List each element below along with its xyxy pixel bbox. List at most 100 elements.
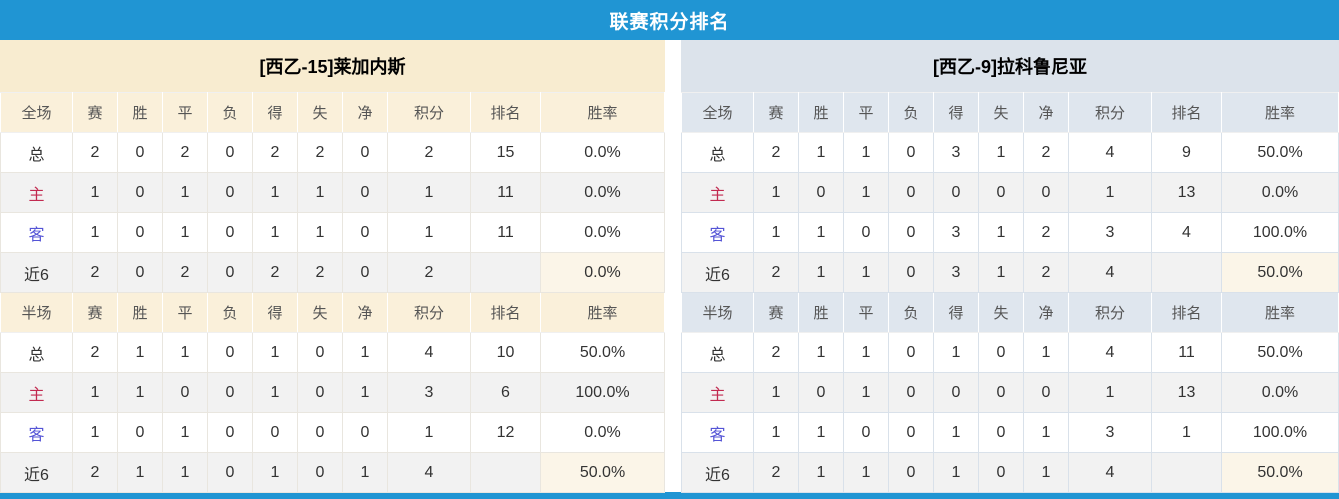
stat-cell: 1 xyxy=(72,212,118,253)
stat-cell: 1 xyxy=(162,332,208,373)
stat-cell: 0 xyxy=(978,412,1024,453)
rate-cell: 0.0% xyxy=(1221,172,1339,213)
rate-cell: 0.0% xyxy=(540,212,665,253)
stat-cell: 0 xyxy=(888,252,934,293)
points-cell: 4 xyxy=(1068,252,1152,293)
points-cell: 4 xyxy=(387,332,471,373)
stat-cell: 1 xyxy=(978,252,1024,293)
points-cell: 4 xyxy=(1068,132,1152,173)
stat-cell: 0 xyxy=(1023,372,1069,413)
stat-cell: 2 xyxy=(1023,252,1069,293)
column-header-rate: 胜率 xyxy=(1221,292,1339,333)
stat-cell: 2 xyxy=(753,132,799,173)
stat-cell: 1 xyxy=(843,172,889,213)
stat-cell: 0 xyxy=(207,452,253,493)
points-cell: 1 xyxy=(1068,372,1152,413)
points-cell: 3 xyxy=(1068,212,1152,253)
rate-cell: 100.0% xyxy=(540,372,665,413)
row-label: 客 xyxy=(0,412,73,453)
column-header-rank: 排名 xyxy=(1151,292,1222,333)
stat-cell: 0 xyxy=(252,412,298,453)
stat-cell: 1 xyxy=(798,452,844,493)
rank-cell: 4 xyxy=(1151,212,1222,253)
column-header-3: 负 xyxy=(888,292,934,333)
stat-cell: 0 xyxy=(297,452,343,493)
column-header-5: 失 xyxy=(297,292,343,333)
column-header-0: 赛 xyxy=(753,292,799,333)
column-header-3: 负 xyxy=(207,92,253,133)
column-header-5: 失 xyxy=(297,92,343,133)
column-header-4: 得 xyxy=(933,292,979,333)
stat-cell: 0 xyxy=(297,332,343,373)
stat-cell: 1 xyxy=(843,132,889,173)
stat-cell: 0 xyxy=(798,372,844,413)
column-header-6: 净 xyxy=(342,292,388,333)
stat-cell: 3 xyxy=(933,252,979,293)
stats-row-away: 客 1 0 1 0 1 1 0 1 11 0.0% xyxy=(0,212,665,253)
stat-cell: 0 xyxy=(117,212,163,253)
column-header-4: 得 xyxy=(933,92,979,133)
row-label: 主 xyxy=(0,172,73,213)
stats-row-recent6: 近6 2 1 1 0 1 0 1 4 50.0% xyxy=(681,452,1339,493)
rate-cell: 0.0% xyxy=(540,172,665,213)
row-label: 近6 xyxy=(681,452,754,493)
stat-cell: 1 xyxy=(162,172,208,213)
stat-cell: 1 xyxy=(978,132,1024,173)
stat-cell: 0 xyxy=(117,252,163,293)
column-header-6: 净 xyxy=(1023,92,1069,133)
stats-table: 全场赛胜平负得失净积分 排名 胜率总 2 1 1 0 3 1 2 4 9 50.0% 主 1 0 1 0 0 0 0 1 1… xyxy=(681,92,1339,493)
stat-cell: 0 xyxy=(207,172,253,213)
section-header-row: 全场赛胜平负得失净积分 排名 胜率 xyxy=(0,92,665,133)
rate-cell: 0.0% xyxy=(540,252,665,293)
stat-cell: 1 xyxy=(252,332,298,373)
stat-cell: 0 xyxy=(888,212,934,253)
team-table-left: [西乙-15]莱加内斯 全场赛胜平负得失净积分 排名 胜率总 2 0 2 0 2 2 0 2 15 0.0… xyxy=(0,40,665,493)
column-header-2: 平 xyxy=(843,292,889,333)
table-body: 全场赛胜平负得失净积分 排名 胜率总 2 0 2 0 2 2 0 2 15 0.0% 主 1 0 1 0 1 1 0 1 1… xyxy=(0,92,665,493)
stat-cell: 1 xyxy=(978,212,1024,253)
row-label: 主 xyxy=(681,172,754,213)
stats-row-recent6: 近6 2 0 2 0 2 2 0 2 0.0% xyxy=(0,252,665,293)
rate-cell: 0.0% xyxy=(1221,372,1339,413)
stat-cell: 2 xyxy=(297,132,343,173)
stat-cell: 2 xyxy=(72,332,118,373)
stat-cell: 0 xyxy=(798,172,844,213)
stat-cell: 1 xyxy=(117,332,163,373)
column-header-0: 赛 xyxy=(72,292,118,333)
stat-cell: 1 xyxy=(72,412,118,453)
panel-title-bar: 联赛积分排名 xyxy=(0,0,1339,40)
column-header-4: 得 xyxy=(252,92,298,133)
stat-cell: 1 xyxy=(72,372,118,413)
row-label: 客 xyxy=(0,212,73,253)
column-header-rank: 排名 xyxy=(470,92,541,133)
rank-cell: 9 xyxy=(1151,132,1222,173)
stat-cell: 0 xyxy=(162,372,208,413)
stat-cell: 1 xyxy=(933,452,979,493)
rank-cell: 1 xyxy=(1151,412,1222,453)
column-header-1: 胜 xyxy=(798,292,844,333)
column-header-3: 负 xyxy=(888,92,934,133)
stat-cell: 0 xyxy=(1023,172,1069,213)
stat-cell: 1 xyxy=(342,372,388,413)
stat-cell: 0 xyxy=(933,172,979,213)
row-label: 主 xyxy=(681,372,754,413)
team-title: [西乙-9]拉科鲁尼亚 xyxy=(681,40,1339,92)
stat-cell: 1 xyxy=(753,212,799,253)
points-cell: 1 xyxy=(387,212,471,253)
stat-cell: 1 xyxy=(843,372,889,413)
rate-cell: 50.0% xyxy=(1221,252,1339,293)
stat-cell: 2 xyxy=(753,452,799,493)
column-header-points: 积分 xyxy=(1068,92,1152,133)
rank-cell xyxy=(470,452,541,493)
row-label: 近6 xyxy=(681,252,754,293)
stats-row-home: 主 1 0 1 0 0 0 0 1 13 0.0% xyxy=(681,172,1339,213)
rank-cell xyxy=(1151,452,1222,493)
rank-cell: 6 xyxy=(470,372,541,413)
stat-cell: 0 xyxy=(342,412,388,453)
stat-cell: 0 xyxy=(978,172,1024,213)
stat-cell: 0 xyxy=(207,132,253,173)
stats-table: 全场赛胜平负得失净积分 排名 胜率总 2 0 2 0 2 2 0 2 15 0.0% 主 1 0 1 0 1 1 0 1 1… xyxy=(0,92,665,493)
column-header-1: 胜 xyxy=(117,92,163,133)
stat-cell: 0 xyxy=(117,132,163,173)
stat-cell: 1 xyxy=(753,172,799,213)
